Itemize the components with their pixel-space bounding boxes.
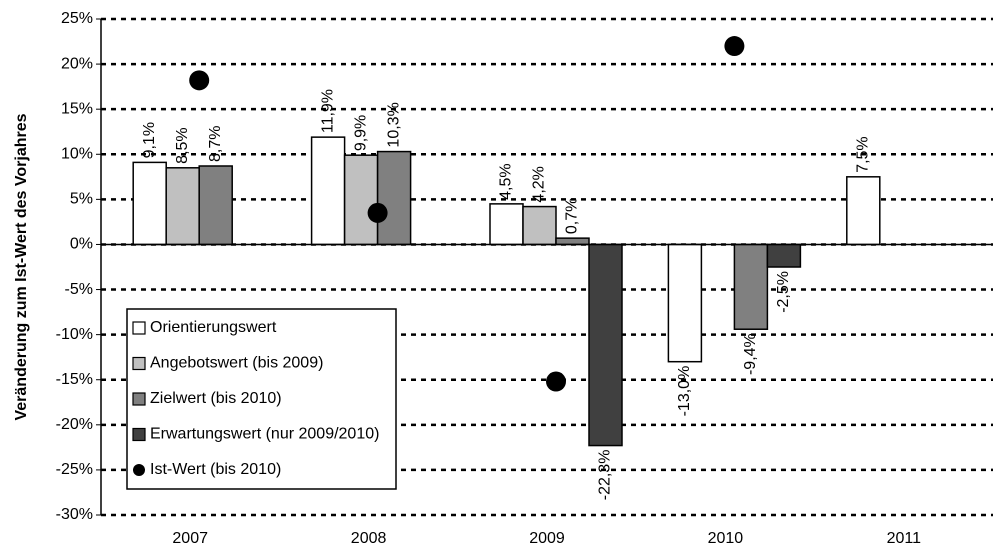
x-tick-label: 2008 <box>351 530 387 547</box>
data-label: -13,0% <box>676 366 693 417</box>
legend-label: Angebotswert (bis 2009) <box>150 355 323 372</box>
data-label: 11,9% <box>319 89 336 133</box>
legend-label: Erwartungswert (nur 2009/2010) <box>150 426 379 443</box>
bar <box>846 176 881 246</box>
legend-label: Ist-Wert (bis 2010) <box>150 461 281 478</box>
legend-label: Orientierungswert <box>150 319 277 336</box>
x-tick-label: 2007 <box>172 530 208 547</box>
y-tick-label: -15% <box>56 371 93 388</box>
y-tick-label: 25% <box>61 10 93 27</box>
bar <box>165 167 200 246</box>
y-tick-label: 20% <box>61 55 93 72</box>
data-label: 0,7% <box>564 198 581 234</box>
data-label: -9,4% <box>742 333 759 375</box>
dot <box>546 371 566 392</box>
bar <box>310 136 346 246</box>
bar <box>588 243 623 447</box>
y-tick-label: -30% <box>56 506 93 523</box>
y-tick-label: 0% <box>70 236 93 253</box>
x-tick-label: 2011 <box>887 530 922 547</box>
legend-label: Zielwert (bis 2010) <box>150 390 282 407</box>
bar <box>522 205 557 246</box>
bar <box>343 154 379 246</box>
bar <box>766 243 802 268</box>
legend-marker <box>132 427 146 442</box>
data-label: -22,3% <box>597 450 614 501</box>
x-tick-label: 2009 <box>529 530 565 547</box>
y-tick-label: -10% <box>56 326 93 343</box>
bar <box>489 203 524 246</box>
dot <box>367 202 388 223</box>
x-tick-label: 2010 <box>708 530 744 547</box>
data-label: 4,2% <box>531 166 548 202</box>
data-label: 7,5% <box>855 136 872 172</box>
bar <box>376 150 412 246</box>
legend-marker <box>132 392 146 406</box>
y-tick-label: 15% <box>61 100 93 117</box>
bar <box>132 161 167 246</box>
bar <box>198 165 233 246</box>
data-label: 9,9% <box>352 115 369 151</box>
legend-marker <box>133 464 145 476</box>
y-tick-label: 5% <box>70 191 93 208</box>
legend-marker <box>132 321 146 335</box>
y-axis-label: Veränderung zum Ist-Wert des Vorjahres <box>13 113 30 420</box>
bar <box>733 243 769 330</box>
data-label: 8,5% <box>174 127 191 163</box>
dot <box>189 70 210 91</box>
data-label: 9,1% <box>141 122 158 158</box>
data-label: 10,3% <box>385 102 402 147</box>
dot <box>724 36 745 57</box>
legend-marker <box>132 356 146 371</box>
data-label: 8,7% <box>207 126 224 162</box>
bar <box>667 243 703 363</box>
y-tick-label: 10% <box>61 145 93 162</box>
legend-box <box>126 308 397 490</box>
bar <box>555 237 590 246</box>
y-tick-label: -20% <box>56 416 93 433</box>
data-label: -2,5% <box>775 271 792 313</box>
y-tick-label: -5% <box>65 281 93 298</box>
y-tick-label: -25% <box>56 461 93 478</box>
data-label: 4,5% <box>498 163 515 199</box>
